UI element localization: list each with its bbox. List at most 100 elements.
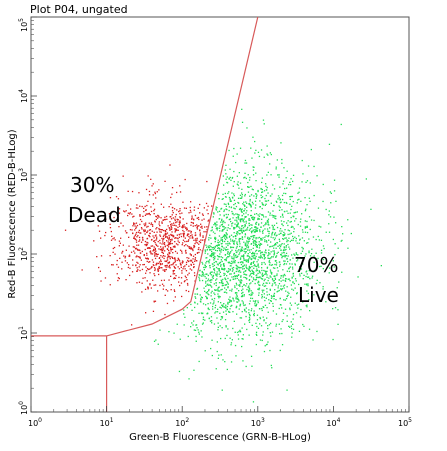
- live-cell-point: [206, 248, 209, 251]
- dead-cell-point: [193, 206, 196, 208]
- live-cell-point: [244, 162, 246, 164]
- live-cell-point: [232, 269, 234, 271]
- live-cell-point: [243, 268, 245, 270]
- live-cell-point: [257, 272, 259, 275]
- dead-cell-point: [167, 244, 170, 246]
- live-cell-point: [241, 121, 244, 123]
- live-cell-point: [262, 232, 264, 234]
- live-cell-point: [225, 307, 227, 309]
- live-cell-point: [238, 187, 240, 189]
- live-cell-point: [250, 294, 252, 297]
- live-cell-point: [212, 275, 214, 277]
- live-cell-point: [287, 240, 289, 242]
- live-cell-point: [218, 268, 220, 270]
- dead-cell-point: [183, 207, 186, 209]
- live-cell-point: [263, 190, 266, 192]
- live-cell-point: [218, 354, 220, 356]
- live-cell-point: [264, 224, 266, 226]
- live-cell-point: [209, 249, 211, 251]
- dead-cell-point: [154, 241, 156, 244]
- dead-cell-point: [141, 282, 143, 284]
- dead-cell-point: [139, 264, 141, 266]
- live-cell-point: [246, 328, 248, 331]
- dead-cell-point: [170, 223, 172, 226]
- live-cell-point: [317, 207, 320, 209]
- dead-cell-point: [181, 272, 183, 274]
- live-cell-point: [278, 238, 280, 240]
- live-cell-point: [279, 245, 282, 248]
- dead-cell-point: [181, 260, 184, 262]
- dead-cell-point: [198, 218, 200, 221]
- live-cell-point: [215, 273, 217, 276]
- live-cell-point: [213, 323, 216, 325]
- dead-cell-point: [145, 244, 148, 246]
- live-cell-point: [235, 254, 237, 256]
- dead-cell-point: [179, 185, 181, 187]
- dead-cell-point: [143, 254, 145, 257]
- dead-cell-point: [144, 240, 147, 243]
- dead-cell-point: [194, 274, 196, 277]
- live-cell-point: [301, 159, 303, 162]
- dead-cell-point: [169, 239, 172, 241]
- live-cell-point: [315, 282, 318, 285]
- dead-cell-point: [172, 212, 174, 214]
- live-cell-point: [223, 210, 225, 213]
- dead-cell-point: [155, 234, 157, 236]
- live-cell-point: [281, 255, 283, 257]
- live-cell-point: [213, 283, 215, 285]
- live-cell-point: [242, 262, 244, 264]
- dead-cell-point: [188, 265, 190, 267]
- live-cell-point: [184, 316, 186, 318]
- live-cell-point: [249, 204, 252, 206]
- live-cell-point: [253, 216, 256, 219]
- live-cell-point: [258, 281, 260, 283]
- live-cell-point: [288, 325, 290, 327]
- live-cell-point: [299, 238, 301, 240]
- live-cell-point: [273, 188, 276, 190]
- dead-cell-point: [109, 284, 111, 286]
- live-cell-point: [236, 301, 239, 303]
- live-cell-point: [292, 328, 295, 330]
- dead-cell-point: [110, 239, 113, 241]
- dead-cell-point: [165, 265, 167, 267]
- live-cell-point: [240, 282, 242, 284]
- live-cell-point: [332, 338, 334, 341]
- live-cell-point: [239, 219, 242, 221]
- dead-cell-point: [165, 215, 168, 218]
- live-cell-point: [227, 248, 229, 251]
- live-cell-point: [266, 288, 268, 290]
- live-cell-point: [273, 228, 276, 231]
- dead-cell-point: [149, 247, 151, 249]
- dead-cell-point: [158, 227, 160, 230]
- dead-cell-point: [154, 220, 156, 222]
- live-cell-point: [218, 282, 221, 284]
- live-cell-point: [232, 278, 234, 280]
- live-cell-point: [275, 168, 277, 170]
- live-cell-point: [261, 196, 264, 198]
- live-cell-point: [217, 326, 219, 328]
- dead-cell-point: [154, 255, 156, 257]
- live-cell-point: [225, 304, 227, 306]
- dead-cell-point: [184, 268, 186, 270]
- live-cell-point: [208, 317, 210, 319]
- dead-cell-point: [147, 268, 149, 271]
- live-cell-point: [244, 252, 246, 254]
- live-cell-point: [304, 231, 307, 233]
- live-cell-point: [230, 305, 232, 307]
- dead-cell-point: [201, 225, 203, 227]
- live-cell-point: [251, 188, 253, 190]
- live-cell-point: [244, 204, 246, 207]
- live-cell-point: [234, 278, 237, 280]
- live-cell-point: [304, 283, 306, 285]
- dead-cell-point: [136, 270, 138, 272]
- live-cell-point: [236, 183, 238, 185]
- live-cell-point: [248, 267, 250, 270]
- dead-cell-point: [122, 225, 124, 227]
- live-cell-point: [265, 322, 267, 324]
- dead-cell-point: [149, 250, 152, 252]
- live-cell-point: [285, 246, 287, 248]
- live-cell-point: [264, 345, 266, 347]
- live-cell-point: [252, 238, 254, 240]
- live-cell-point: [259, 284, 261, 287]
- live-cell-point: [347, 219, 349, 221]
